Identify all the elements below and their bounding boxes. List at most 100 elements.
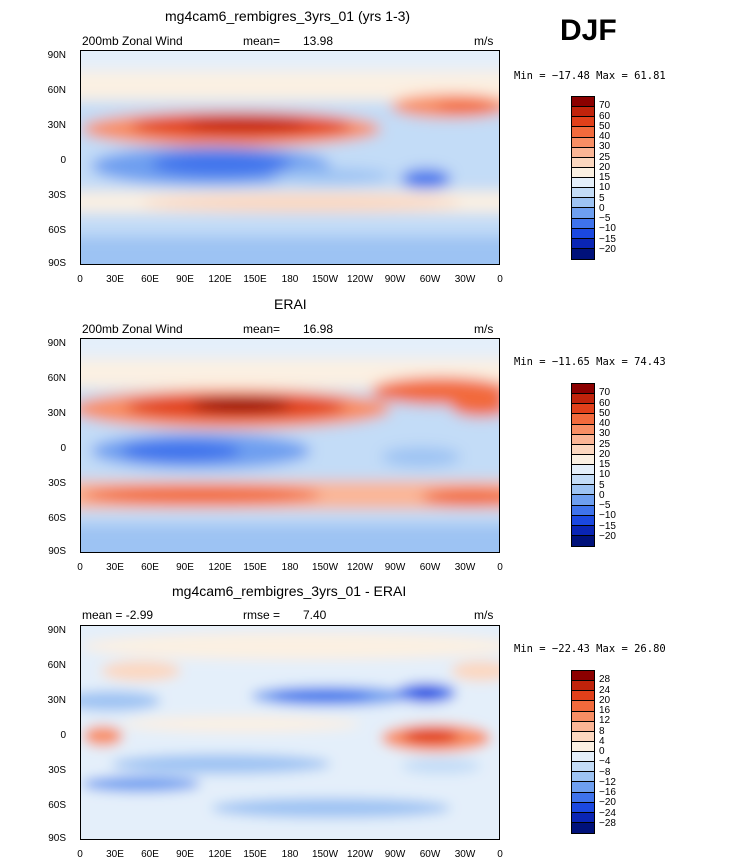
panel-2-variable-label: 200mb Zonal Wind xyxy=(82,322,183,336)
panel-3-contour-field xyxy=(81,626,499,839)
panel-2-x-tick: 30E xyxy=(106,562,124,573)
panel-1-minmax: Min = −17.48 Max = 61.81 xyxy=(514,70,666,82)
panel-3-x-tick: 0 xyxy=(77,849,83,860)
season-label: DJF xyxy=(560,14,617,47)
panel-3-x-tick: 60E xyxy=(141,849,159,860)
colorbar-swatch xyxy=(572,691,594,702)
colorbar-label: −5 xyxy=(599,500,611,511)
colorbar-swatch xyxy=(572,117,594,128)
panel-3-x-tick: 30E xyxy=(106,849,124,860)
panel-3-y-tick: 60S xyxy=(48,800,66,811)
colorbar-label: 20 xyxy=(599,694,611,706)
colorbar-swatch xyxy=(572,475,594,486)
panel-3-x-tick: 150W xyxy=(311,849,339,860)
panel-2-x-tick: 60E xyxy=(141,562,159,573)
colorbar-swatch xyxy=(572,454,594,465)
panel-1-colorbar xyxy=(571,96,595,260)
panel-3-map xyxy=(80,625,500,840)
panel-2-x-tick: 150W xyxy=(311,562,339,573)
colorbar-swatch xyxy=(572,147,594,158)
colorbar-swatch xyxy=(572,721,594,732)
panel-2-colorbar xyxy=(571,383,595,547)
panel-1-y-tick: 30N xyxy=(47,120,66,131)
colorbar-swatch xyxy=(572,444,594,455)
panel-1-contour-field xyxy=(81,51,499,264)
panel-3-x-tick: 60W xyxy=(419,849,441,860)
colorbar-swatch xyxy=(572,198,594,209)
panel-2-units: m/s xyxy=(474,322,494,336)
panel-2-x-tick: 90W xyxy=(384,562,406,573)
panel-3-x-tick: 120E xyxy=(208,849,232,860)
panel-2-y-tick: 30S xyxy=(48,478,66,489)
colorbar-label: −16 xyxy=(599,787,616,798)
panel-1-x-tick: 150E xyxy=(243,274,267,285)
panel-2-y-tick: 90S xyxy=(48,546,66,557)
colorbar-label: 0 xyxy=(599,746,605,757)
panel-1-x-tick: 30E xyxy=(106,274,124,285)
colorbar-label: 40 xyxy=(599,418,611,429)
panel-3-y-tick: 90N xyxy=(47,625,66,636)
colorbar-swatch xyxy=(572,752,594,763)
colorbar-label: 60 xyxy=(599,397,611,409)
colorbar-label: 50 xyxy=(599,120,611,132)
colorbar-swatch xyxy=(572,741,594,752)
panel-3-x-tick: 150E xyxy=(243,849,267,860)
colorbar-label: 15 xyxy=(599,459,611,470)
colorbar-swatch xyxy=(572,394,594,405)
colorbar-label: 10 xyxy=(599,469,611,481)
panel-2-y-tick: 30N xyxy=(47,408,66,419)
panel-2-y-tick: 60N xyxy=(47,373,66,384)
panel-3-mean-label: mean = -2.99 xyxy=(82,608,154,622)
panel-2-x-tick: 120E xyxy=(208,562,232,573)
panel-3-x-tick: 180 xyxy=(281,849,299,860)
colorbar-label: 60 xyxy=(599,110,611,122)
colorbar-label: 30 xyxy=(599,428,611,440)
colorbar-swatch xyxy=(572,208,594,219)
panel-1-title: mg4cam6_rembigres_3yrs_01 (yrs 1-3) xyxy=(165,8,411,24)
panel-3-stat-value: 7.40 xyxy=(303,608,327,622)
colorbar-swatch xyxy=(572,188,594,199)
panel-1-stat-label: mean= xyxy=(243,34,281,48)
colorbar-label: −20 xyxy=(599,797,616,809)
panel-1-x-tick: 120W xyxy=(346,274,374,285)
colorbar-label: 5 xyxy=(599,192,605,204)
colorbar-swatch xyxy=(572,762,594,773)
panel-2-x-tick: 120W xyxy=(346,562,374,573)
panel-2-x-tick: 90E xyxy=(176,562,194,573)
panel-2-x-tick: 0 xyxy=(497,562,503,573)
panel-1-x-tick: 60W xyxy=(419,274,441,285)
panel-3-y-tick: 90S xyxy=(48,833,66,844)
colorbar-swatch xyxy=(572,495,594,506)
panel-2-x-tick: 150E xyxy=(243,562,267,573)
colorbar-label: 20 xyxy=(599,161,611,173)
panel-3-y-tick: 0 xyxy=(60,730,66,741)
colorbar-swatch xyxy=(572,127,594,138)
colorbar-swatch xyxy=(572,711,594,722)
colorbar-label: 28 xyxy=(599,674,611,686)
colorbar-label: 40 xyxy=(599,131,611,142)
colorbar-label: 8 xyxy=(599,725,605,737)
panel-1-map xyxy=(80,50,500,265)
colorbar-swatch xyxy=(572,238,594,249)
colorbar-label: 4 xyxy=(599,735,605,747)
colorbar-swatch xyxy=(572,792,594,803)
colorbar-swatch xyxy=(572,485,594,496)
colorbar-swatch xyxy=(572,671,594,682)
panel-3-x-tick: 90W xyxy=(384,849,406,860)
colorbar-label: −5 xyxy=(599,213,611,224)
panel-1-y-tick: 90N xyxy=(47,50,66,61)
panel-1-stat-value: 13.98 xyxy=(303,34,334,48)
panel-3-minmax: Min = −22.43 Max = 26.80 xyxy=(514,643,666,655)
panel-3-units: m/s xyxy=(474,608,494,622)
colorbar-swatch xyxy=(572,178,594,189)
panel-2-x-tick: 30W xyxy=(454,562,476,573)
colorbar-swatch xyxy=(572,535,594,546)
panel-1-x-tick: 90E xyxy=(176,274,194,285)
colorbar-swatch xyxy=(572,424,594,435)
panel-3-stat-label: rmse = xyxy=(243,608,281,622)
colorbar-label: −20 xyxy=(599,530,616,542)
panel-3-title: mg4cam6_rembigres_3yrs_01 - ERAI xyxy=(172,583,407,599)
colorbar-label: 10 xyxy=(599,182,611,194)
panel-3-x-tick: 90E xyxy=(176,849,194,860)
colorbar-swatch xyxy=(572,137,594,148)
